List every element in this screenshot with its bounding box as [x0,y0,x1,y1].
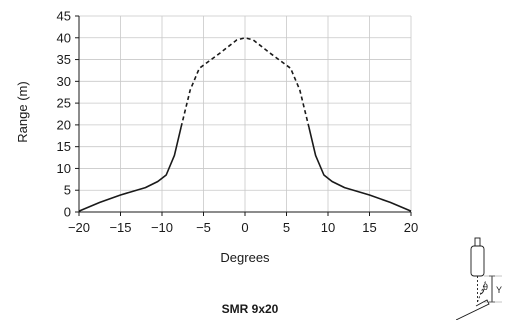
y-tick-label: 10 [57,161,71,176]
chart-tick-labels: 0 5 10 15 20 25 30 35 40 45 −20 −15 −10 −5 0 5 10 15 20 [57,9,419,236]
x-tick-label: −15 [109,220,131,235]
x-tick-label: −20 [68,220,90,235]
y-axis-label: Range (m) [15,81,30,142]
chart-grid [79,15,412,212]
y-tick-label: 0 [64,205,71,220]
x-tick-label: −10 [151,220,173,235]
x-tick-label: −5 [196,220,211,235]
theta-label: θ [483,282,488,292]
chart-axes [75,15,412,216]
x-tick-label: 20 [404,220,418,235]
x-tick-label: 10 [321,220,335,235]
y-tick-label: 45 [57,9,71,24]
range-chart: 0 5 10 15 20 25 30 35 40 45 −20 −15 −10 −5 0 5 10 15 20 De… [15,9,419,266]
sensor-icon [456,237,502,320]
y-tick-label: 15 [57,139,71,154]
y-tick-label: 25 [57,96,71,111]
x-tick-label: 0 [241,220,248,235]
y-distance-label: Y [496,285,502,295]
x-axis-label: Degrees [220,250,270,265]
y-tick-label: 20 [57,117,71,132]
range-curve-solid-0 [78,126,182,212]
y-tick-label: 30 [57,74,71,89]
x-tick-label: 15 [362,220,376,235]
sensor-diagram: θ Y [456,237,502,320]
y-tick-label: 35 [57,52,71,67]
chart-caption: SMR 9x20 [221,302,279,316]
chart-series [78,37,412,212]
y-tick-label: 40 [57,30,71,45]
range-curve-solid-2 [308,126,412,212]
x-tick-label: 5 [283,220,290,235]
y-tick-label: 5 [64,183,71,198]
